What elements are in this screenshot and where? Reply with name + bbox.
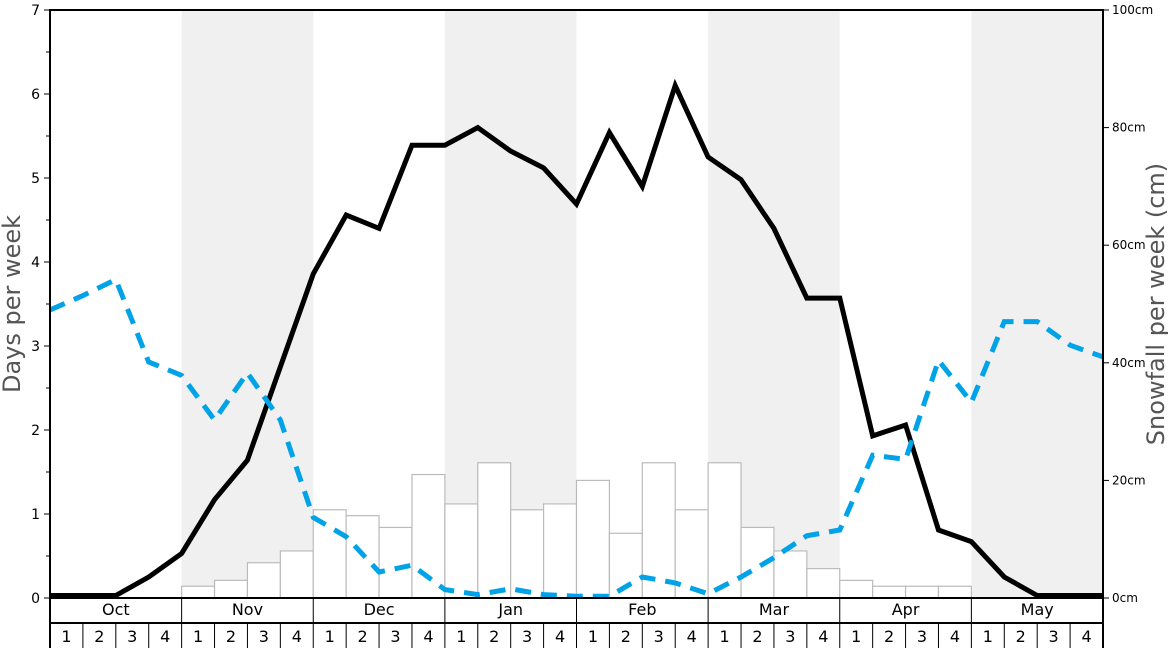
right-tick-label: 0cm [1112,591,1138,605]
right-tick-label: 40cm [1112,356,1146,370]
snowfall-bar [510,509,545,599]
week-label: 3 [522,627,532,646]
left-tick-label: 2 [31,423,40,439]
snowfall-bar [872,585,907,599]
month-band-nov [181,10,314,598]
left-tick-label: 3 [31,339,40,355]
week-label: 1 [719,627,729,646]
left-tick-label: 7 [31,3,40,19]
week-label: 1 [193,627,203,646]
month-label: Nov [232,600,263,619]
week-label: 4 [423,627,433,646]
month-label: Dec [364,600,395,619]
week-label: 1 [851,627,861,646]
left-axis-label: Days per week [0,215,26,393]
snowfall-bar [904,585,940,599]
left-tick-label: 1 [31,507,40,523]
right-axis-label: Snowfall per week (cm) [1142,163,1168,445]
left-tick-label: 5 [31,171,40,187]
snowfall-bar [444,503,479,599]
week-label: 4 [160,627,170,646]
right-tick-label: 20cm [1112,473,1146,487]
week-label: 3 [1049,627,1059,646]
week-label: 3 [654,627,664,646]
snowfall-bar [937,585,972,599]
snowfall-bar [839,579,874,599]
right-tick-label: 60cm [1112,238,1146,252]
week-label: 3 [259,627,269,646]
month-label: May [1021,600,1054,619]
month-label: Feb [628,600,656,619]
snowfall-bar [477,462,512,599]
month-label: Apr [892,600,920,619]
snowfall-bar [575,479,611,599]
week-label: 3 [785,627,795,646]
week-label: 3 [917,627,927,646]
week-label: 2 [358,627,368,646]
week-label: 1 [983,627,993,646]
snowfall-bar [181,585,216,599]
right-tick-label: 100cm [1112,3,1153,17]
month-label: Mar [759,600,790,619]
week-label: 3 [127,627,137,646]
blue-dashed-line [49,276,1104,599]
right-tick-label: 80cm [1112,121,1146,135]
week-label: 4 [687,627,697,646]
week-label: 2 [226,627,236,646]
snowfall-bar [806,567,841,599]
left-tick-label: 4 [31,255,40,271]
week-label: 2 [884,627,894,646]
week-label: 1 [325,627,335,646]
week-label: 4 [950,627,960,646]
week-label: 1 [456,627,466,646]
week-label: 4 [292,627,302,646]
snowfall-bar [378,526,413,599]
month-band-may [971,10,1103,598]
snowfall-bar [773,550,808,599]
snowfall-bar [213,579,249,599]
week-label: 4 [818,627,828,646]
snowfall-bar [246,562,281,599]
month-label: Oct [102,600,130,619]
week-label: 4 [555,627,565,646]
snowfall-bar [707,462,742,599]
week-label: 2 [621,627,631,646]
black-line [50,78,1103,598]
snowfall-bar [279,550,314,599]
left-tick-label: 0 [31,591,40,607]
week-label: 1 [588,627,598,646]
left-tick-label: 6 [31,87,40,103]
week-label: 2 [94,627,104,646]
week-label: 3 [390,627,400,646]
week-label: 2 [489,627,499,646]
week-label: 4 [1081,627,1091,646]
week-label: 1 [61,627,71,646]
snowfall-bar [542,503,578,599]
month-label: Jan [497,600,523,619]
week-label: 2 [1016,627,1026,646]
week-label: 2 [752,627,762,646]
